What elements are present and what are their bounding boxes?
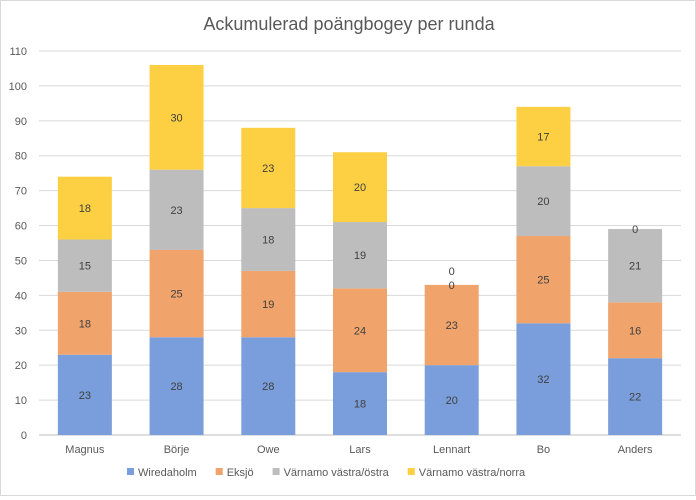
- y-tick-label: 60: [15, 221, 27, 233]
- data-label: 21: [629, 261, 641, 273]
- bar-segment: [57, 239, 112, 292]
- x-tick-label: Bo: [537, 444, 550, 456]
- x-tick-label: Lennart: [433, 444, 470, 456]
- bar-segment: [516, 166, 571, 237]
- y-tick-label: 100: [9, 81, 27, 93]
- bar-segment: [57, 176, 112, 240]
- legend-label: Värnamo västra/östra: [284, 467, 390, 479]
- bar-segment: [608, 358, 663, 435]
- x-tick-label: Börje: [164, 444, 190, 456]
- legend-swatch: [127, 468, 134, 475]
- data-label: 20: [446, 395, 458, 407]
- data-label: 30: [170, 112, 182, 124]
- bar-segment: [57, 291, 112, 355]
- y-tick-label: 10: [15, 395, 27, 407]
- bar-segment: [516, 323, 571, 435]
- data-label: 25: [170, 289, 182, 301]
- x-tick-label: Lars: [349, 444, 371, 456]
- data-label: 18: [79, 318, 91, 330]
- data-label: 19: [354, 250, 366, 262]
- data-label: 18: [79, 203, 91, 215]
- bar-segment: [333, 222, 387, 289]
- bar-segment: [424, 365, 479, 435]
- data-label: 20: [354, 182, 366, 194]
- data-label: 24: [354, 325, 366, 337]
- data-label: 22: [629, 392, 641, 404]
- bar-segment: [608, 229, 663, 303]
- data-label: 16: [629, 325, 641, 337]
- bar-segment: [516, 106, 571, 167]
- data-label: 23: [446, 320, 458, 332]
- data-label: 0: [449, 280, 455, 292]
- y-tick-label: 20: [15, 360, 27, 372]
- legend-label: Värnamo västra/norra: [419, 467, 526, 479]
- bar-segment: [149, 169, 204, 250]
- data-label: 28: [170, 381, 182, 393]
- y-tick-label: 110: [9, 46, 27, 58]
- bar-segment: [241, 127, 296, 209]
- data-label: 28: [262, 381, 274, 393]
- data-label: 20: [537, 196, 549, 208]
- data-label: 25: [537, 275, 549, 287]
- data-label: 32: [537, 374, 549, 386]
- y-tick-label: 30: [15, 325, 27, 337]
- data-label: 23: [262, 163, 274, 175]
- data-label: 23: [170, 205, 182, 217]
- data-label: 0: [449, 266, 455, 278]
- x-tick-label: Owe: [257, 444, 280, 456]
- data-label: 15: [79, 261, 91, 273]
- bar-segment: [149, 337, 204, 435]
- data-label: 18: [354, 399, 366, 411]
- bar-segment: [241, 337, 296, 435]
- y-tick-label: 0: [21, 430, 27, 442]
- legend-swatch: [215, 468, 223, 475]
- x-tick-label: Anders: [618, 444, 653, 456]
- y-tick-label: 70: [15, 186, 27, 198]
- data-label: 0: [632, 224, 638, 236]
- y-tick-label: 40: [15, 290, 27, 302]
- bar-segment: [241, 270, 296, 338]
- data-label: 17: [537, 132, 549, 144]
- bar-segment: [149, 64, 204, 170]
- bar-segment: [424, 284, 479, 366]
- legend-swatch: [407, 468, 415, 475]
- legend-label: Wiredaholm: [138, 467, 197, 479]
- data-label: 23: [79, 390, 91, 402]
- legend-label: Eksjö: [227, 467, 254, 479]
- y-tick-label: 90: [15, 116, 27, 128]
- bar-segment: [241, 208, 296, 271]
- data-label: 19: [262, 299, 274, 311]
- data-label: 18: [262, 235, 274, 247]
- y-tick-label: 80: [15, 151, 27, 163]
- bar-segment: [57, 354, 112, 435]
- y-tick-label: 50: [15, 255, 27, 267]
- bar-segment: [516, 236, 571, 324]
- bar-segment: [333, 152, 387, 223]
- x-tick-label: Magnus: [65, 444, 105, 456]
- legend-swatch: [272, 468, 280, 475]
- bar-segment: [149, 249, 204, 338]
- bar-segment: [333, 372, 387, 435]
- bar-segment: [608, 302, 663, 359]
- bar-segment: [333, 288, 387, 373]
- chart-title: Ackumulerad poängbogey per runda: [203, 14, 495, 34]
